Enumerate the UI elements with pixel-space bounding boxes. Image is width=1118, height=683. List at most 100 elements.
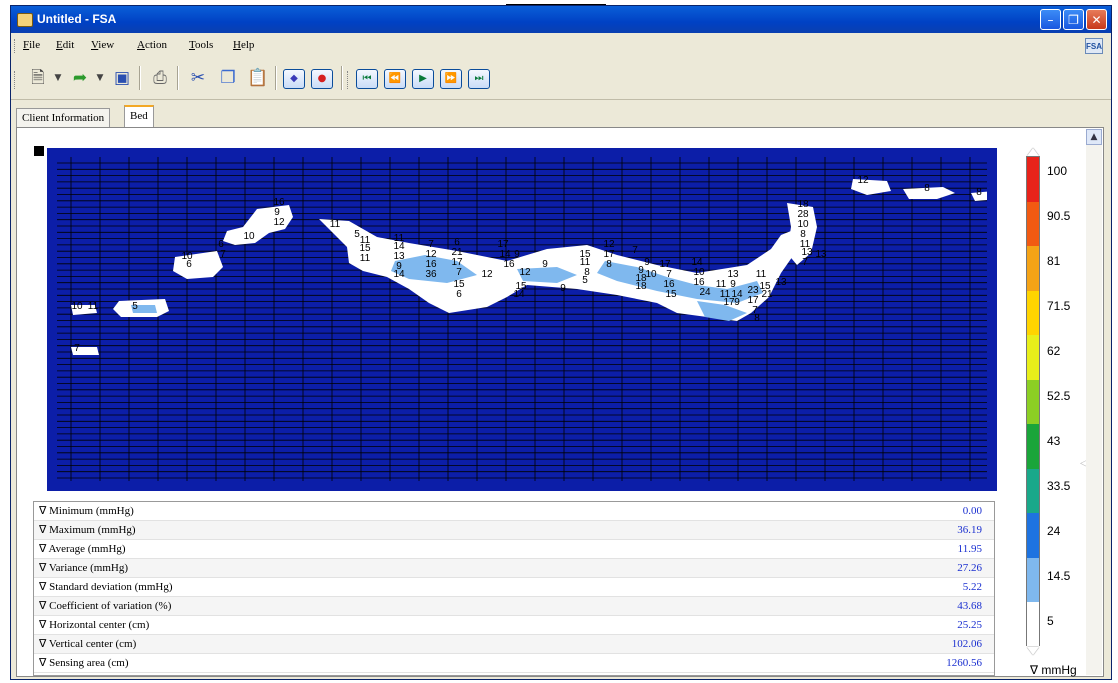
copy-icon[interactable]: ❐: [220, 68, 236, 88]
skip-last-icon[interactable]: ⏭: [468, 69, 490, 89]
legend-label: 43: [1047, 434, 1061, 448]
stat-value: 43.68: [957, 600, 982, 612]
pressure-value: 11: [88, 301, 99, 312]
pressure-value: 18: [635, 281, 647, 292]
cut-icon[interactable]: ✂: [190, 68, 206, 88]
play-icon[interactable]: ▶: [412, 69, 434, 89]
pressure-blob-low: [131, 305, 157, 313]
skip-first-icon[interactable]: ⏮: [356, 69, 378, 89]
menu-edit[interactable]: Edit: [56, 39, 75, 51]
legend-color-swatch: [1027, 602, 1039, 648]
legend-label: 24: [1047, 524, 1061, 538]
close-icon[interactable]: ✕: [1086, 9, 1107, 30]
pressure-blob: [223, 205, 293, 245]
stat-label: ∇ Maximum (mmHg): [39, 521, 136, 539]
stat-row[interactable]: ∇ Sensing area (cm) 1260.56: [34, 654, 994, 673]
pressure-value: 8: [754, 313, 760, 324]
menu-file[interactable]: File: [23, 39, 41, 51]
pressure-value: 12: [481, 269, 493, 280]
legend-upper-handle[interactable]: [1027, 148, 1039, 156]
vertical-scrollbar[interactable]: ▲: [1086, 129, 1102, 675]
minimize-icon[interactable]: –: [1040, 9, 1061, 30]
fsa-logo-icon: FSA: [1085, 38, 1103, 54]
legend-label: 90.5: [1047, 209, 1071, 223]
pressure-value: 8: [800, 229, 806, 240]
pressure-value: 23: [747, 285, 759, 296]
rewind-icon[interactable]: ⏪: [384, 69, 406, 89]
menu-bar: File Edit View Action Tools Help FSA: [11, 35, 1111, 57]
pressure-value: 6: [454, 237, 460, 248]
pressure-blob: [903, 187, 955, 199]
pressure-value: 7: [666, 269, 672, 280]
app-window: Untitled - FSA – ❐ ✕ File Edit View Acti…: [10, 5, 1112, 680]
legend-color-swatch: [1027, 246, 1039, 292]
new-document-icon[interactable]: 🗎: [31, 68, 45, 88]
legend-lower-handle[interactable]: [1027, 647, 1039, 655]
tab-client-information[interactable]: Client Information: [16, 108, 111, 127]
pressure-blob-low: [697, 301, 747, 321]
legend-unit[interactable]: ∇ mmHg: [1030, 663, 1077, 677]
print-icon[interactable]: ⎙: [153, 68, 167, 88]
expand-marker-icon: ∇: [39, 657, 47, 669]
collapse-arrow-icon[interactable]: ◁: [1080, 458, 1088, 469]
pressure-value: 8: [584, 267, 590, 278]
fast-forward-icon[interactable]: ⏩: [440, 69, 462, 89]
pressure-value: 11: [756, 269, 767, 280]
record-diamond-icon[interactable]: ◆: [283, 69, 305, 89]
menu-view[interactable]: View: [91, 39, 115, 51]
top-line: [506, 0, 606, 5]
scroll-up-icon[interactable]: ▲: [1086, 129, 1102, 145]
pressure-value: 6: [456, 289, 462, 300]
pressure-value: 11: [360, 253, 371, 264]
pressure-value: 9: [396, 261, 402, 272]
pressure-value: 14: [731, 289, 743, 300]
pressure-value: 10: [797, 219, 809, 230]
stat-row[interactable]: ∇ Coefficient of variation (%) 43.68: [34, 597, 994, 616]
pressure-value: 15: [579, 249, 591, 260]
pressure-value: 17: [497, 239, 509, 250]
pressure-blob: [851, 179, 891, 195]
record-stop-icon[interactable]: ●: [311, 69, 333, 89]
pressure-value: 12: [603, 239, 615, 250]
pressure-value: 5: [582, 275, 588, 286]
restore-icon[interactable]: ❐: [1063, 9, 1084, 30]
pressure-value: 14: [499, 249, 511, 260]
menu-help[interactable]: Help: [233, 39, 255, 51]
pressure-value: 11: [360, 235, 371, 246]
pressure-value: 10: [243, 231, 255, 242]
stat-row[interactable]: ∇ Variance (mmHg) 27.26: [34, 559, 994, 578]
open-folder-icon[interactable]: ➦: [72, 68, 88, 88]
paste-icon[interactable]: 📋: [247, 68, 269, 88]
tab-bed[interactable]: Bed: [124, 105, 154, 128]
save-icon[interactable]: ▣: [113, 68, 131, 88]
toolbar-grip: [347, 71, 351, 89]
pressure-blob-low: [597, 261, 763, 303]
stat-row[interactable]: ∇ Standard deviation (mmHg) 5.22: [34, 578, 994, 597]
stat-label: ∇ Vertical center (cm): [39, 635, 136, 653]
legend-color-swatch: [1027, 513, 1039, 559]
pressure-value: 21: [761, 289, 773, 300]
stat-row[interactable]: ∇ Minimum (mmHg) 0.00: [34, 502, 994, 521]
stat-row[interactable]: ∇ Average (mmHg) 11.95: [34, 540, 994, 559]
dropdown-arrow-icon[interactable]: ▼: [96, 73, 104, 83]
pressure-value: 17: [451, 257, 463, 268]
stat-row[interactable]: ∇ Horizontal center (cm) 25.25: [34, 616, 994, 635]
legend-color-swatch: [1027, 201, 1039, 248]
menu-tools[interactable]: Tools: [189, 39, 214, 51]
dropdown-arrow-icon[interactable]: ▼: [54, 73, 62, 83]
stat-label-text: Standard deviation (mmHg): [49, 581, 173, 593]
stat-value: 36.19: [957, 524, 982, 536]
menu-action[interactable]: Action: [137, 39, 167, 51]
stat-row[interactable]: ∇ Vertical center (cm) 102.06: [34, 635, 994, 654]
statistics-table: ∇ Minimum (mmHg) 0.00 ∇ Maximum (mmHg) 36.1…: [33, 501, 995, 676]
toolbar: 🗎 ▼ ➦ ▼ ▣ ⎙ ✂ ❐ 📋 ◆ ● ⏮ ⏪ ▶ ⏩ ⏭: [11, 59, 1111, 100]
pressure-value: 17: [747, 295, 759, 306]
expand-marker-icon: ∇: [39, 619, 47, 631]
toolbar-separator: [275, 66, 277, 90]
stat-row[interactable]: ∇ Maximum (mmHg) 36.19: [34, 521, 994, 540]
pressure-value: 8: [606, 259, 612, 270]
menubar-grip: [14, 39, 18, 53]
pressure-value: 12: [857, 175, 869, 186]
